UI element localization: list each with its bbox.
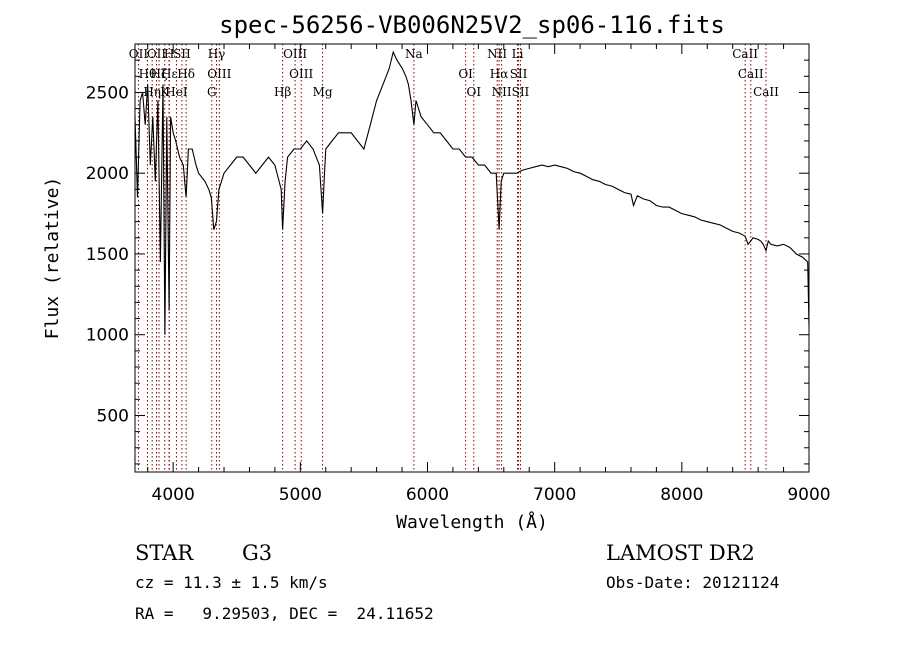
spectral-line-labels: OIIHθHηOIIHζKHHεHeISIIHδGHγOIIIHβOIIIOII… (129, 47, 779, 99)
line-label: Hε (161, 67, 178, 81)
y-tick-label: 1000 (86, 326, 129, 346)
line-label: OI (466, 85, 481, 99)
x-tick-label: 8000 (660, 485, 703, 505)
line-label: CaII (738, 67, 764, 81)
line-label: Mg (313, 85, 333, 99)
redshift-text: cz = 11.3 ± 1.5 km/s (135, 573, 328, 592)
y-axis-ticks: 500 1000 1500 2000 2500 (86, 59, 809, 465)
coordinates-text: RA = 9.29503, DEC = 24.11652 (135, 604, 434, 623)
line-label: Na (405, 47, 423, 61)
line-label: K (160, 85, 170, 99)
line-label: HeI (165, 85, 188, 99)
x-tick-label: 4000 (152, 485, 195, 505)
x-tick-label: 9000 (787, 485, 830, 505)
object-subclass: G3 (242, 541, 272, 565)
line-label: Hθ (139, 67, 157, 81)
line-label: OII (129, 47, 149, 61)
line-label: SII (510, 67, 528, 81)
line-label: OIII (289, 67, 313, 81)
chart-title: spec-56256-VB006N25V2_sp06-116.fits (219, 11, 725, 39)
y-tick-label: 1500 (86, 245, 129, 265)
object-class: STAR (135, 541, 194, 565)
y-axis-label: Flux (relative) (42, 177, 63, 340)
line-label: Hβ (274, 85, 291, 99)
line-label: Hα (490, 67, 509, 81)
line-label: OIII (283, 47, 307, 61)
line-label: Hγ (208, 47, 226, 61)
line-label: SII (173, 47, 191, 61)
line-label: NII (487, 47, 507, 61)
line-label: OII (147, 47, 167, 61)
y-tick-label: 500 (97, 406, 129, 426)
x-axis-ticks: 4000 5000 6000 7000 8000 9000 (147, 44, 831, 505)
line-label: CaII (732, 47, 758, 61)
obs-date-text: Obs-Date: 20121124 (606, 573, 779, 592)
line-label: OIII (207, 67, 231, 81)
spectrum-line (134, 50, 810, 335)
line-label: Li (512, 47, 524, 61)
y-tick-label: 2500 (86, 83, 129, 103)
plot-frame (134, 43, 810, 473)
line-label: OI (458, 67, 473, 81)
line-label: CaII (753, 85, 779, 99)
spectral-line-markers (137, 44, 767, 472)
line-label: H (164, 47, 174, 61)
x-axis-label: Wavelength (Å) (396, 511, 548, 533)
line-label: NII (492, 85, 512, 99)
line-label: SII (512, 85, 530, 99)
line-label: Hζ (151, 67, 168, 81)
line-label: Hη (143, 85, 161, 99)
x-tick-label: 5000 (279, 485, 322, 505)
x-tick-label: 6000 (406, 485, 449, 505)
survey-name: LAMOST DR2 (606, 541, 755, 565)
line-label: Hδ (177, 67, 195, 81)
y-tick-label: 2000 (86, 164, 129, 184)
x-tick-label: 7000 (533, 485, 576, 505)
line-label: G (207, 85, 217, 99)
